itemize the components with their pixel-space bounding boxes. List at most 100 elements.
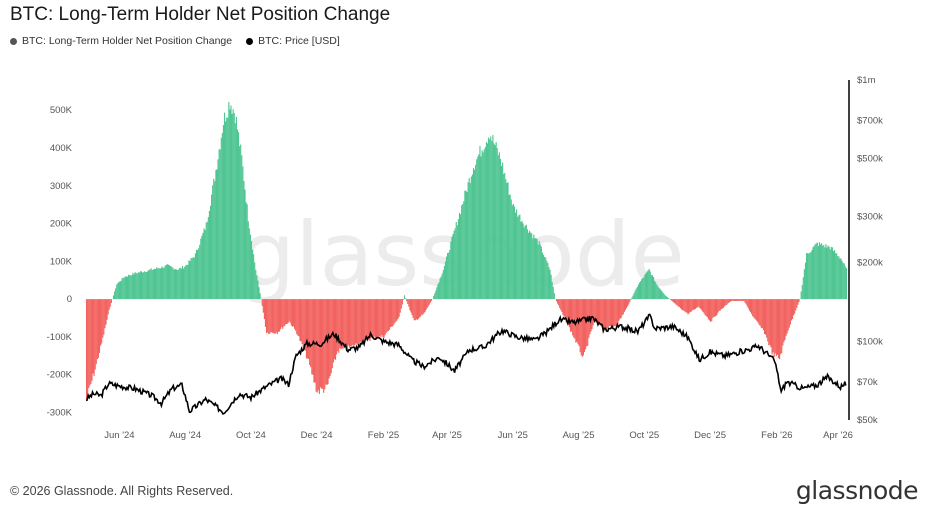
- bar: [660, 290, 662, 300]
- bar: [628, 299, 630, 305]
- bar: [262, 299, 264, 313]
- bar: [474, 169, 476, 300]
- bar: [230, 105, 232, 300]
- bar: [320, 299, 323, 389]
- bar: [661, 291, 663, 300]
- bar: [209, 205, 212, 300]
- bar: [561, 299, 563, 312]
- bar: [715, 299, 717, 316]
- bar: [508, 194, 510, 300]
- bar: [591, 299, 593, 329]
- bar: [313, 299, 315, 383]
- glassnode-logo[interactable]: glassnode: [795, 476, 919, 505]
- bar: [444, 261, 447, 300]
- bar: [734, 299, 736, 301]
- bar: [332, 299, 334, 363]
- bar: [211, 194, 213, 300]
- bar: [656, 284, 658, 300]
- bar: [510, 199, 512, 300]
- x-tick-label: Oct '24: [236, 430, 266, 441]
- bar: [599, 299, 601, 324]
- bar: [258, 287, 260, 300]
- bar: [191, 258, 193, 300]
- bar: [277, 299, 279, 332]
- bar: [393, 299, 395, 325]
- bar: [825, 244, 827, 300]
- bar: [204, 229, 206, 300]
- bar: [479, 145, 481, 300]
- bar: [185, 265, 187, 300]
- bar: [777, 299, 780, 359]
- bar: [180, 268, 182, 300]
- bar: [348, 299, 351, 348]
- bar: [824, 247, 826, 300]
- bar: [527, 232, 530, 300]
- bar: [580, 299, 582, 356]
- right-tick-label: $300k: [857, 212, 883, 223]
- bar: [351, 299, 353, 346]
- bar: [146, 271, 148, 300]
- legend-item-lth-net-position[interactable]: BTC: Long-Term Holder Net Position Chang…: [10, 35, 232, 47]
- bar: [741, 299, 743, 301]
- bar: [812, 247, 814, 300]
- bar: [731, 299, 733, 302]
- left-tick-label: 200K: [50, 219, 73, 230]
- bar: [356, 299, 358, 345]
- bar: [284, 299, 286, 326]
- legend-label-price: BTC: Price [USD]: [258, 35, 340, 47]
- bar: [242, 166, 244, 300]
- bar: [821, 243, 823, 300]
- bar: [453, 230, 455, 300]
- bar: [646, 271, 648, 300]
- bar: [100, 299, 102, 346]
- bar: [433, 296, 435, 300]
- bar: [604, 299, 606, 329]
- bar: [92, 299, 94, 374]
- bar: [122, 278, 124, 300]
- bar: [98, 299, 101, 353]
- bar: [392, 299, 394, 327]
- bar: [517, 216, 519, 300]
- bar: [227, 117, 229, 300]
- bar: [164, 265, 166, 300]
- bar: [102, 299, 104, 338]
- bar: [522, 223, 524, 300]
- bar: [255, 269, 257, 300]
- bar: [475, 164, 477, 300]
- bar: [135, 273, 137, 300]
- bar: [219, 149, 221, 300]
- bar: [413, 299, 415, 321]
- bar: [649, 271, 651, 300]
- bar: [298, 299, 300, 337]
- bar: [801, 285, 803, 300]
- x-tick-label: Apr '25: [432, 430, 462, 441]
- bar: [451, 236, 453, 300]
- bar: [440, 276, 442, 300]
- bar: [583, 299, 586, 352]
- bar: [124, 276, 126, 300]
- bar: [839, 258, 841, 300]
- bar: [371, 299, 373, 338]
- bar: [665, 296, 667, 300]
- bar: [641, 279, 643, 300]
- bar: [697, 299, 699, 308]
- bar: [702, 299, 704, 312]
- bar: [558, 299, 560, 306]
- bar: [109, 299, 111, 307]
- bar: [147, 270, 149, 300]
- bar: [202, 232, 204, 300]
- bar: [689, 299, 691, 313]
- right-tick-label: $700k: [857, 115, 883, 126]
- bar: [655, 282, 657, 300]
- left-tick-label: 300K: [50, 181, 73, 192]
- legend-item-price[interactable]: BTC: Price [USD]: [246, 35, 340, 47]
- bar: [594, 299, 596, 322]
- bar: [190, 258, 192, 300]
- bar: [355, 299, 357, 344]
- bar: [574, 299, 576, 339]
- bar: [118, 281, 120, 300]
- bar: [86, 299, 88, 399]
- bar: [511, 205, 513, 300]
- bar: [235, 116, 237, 300]
- bar: [552, 286, 554, 300]
